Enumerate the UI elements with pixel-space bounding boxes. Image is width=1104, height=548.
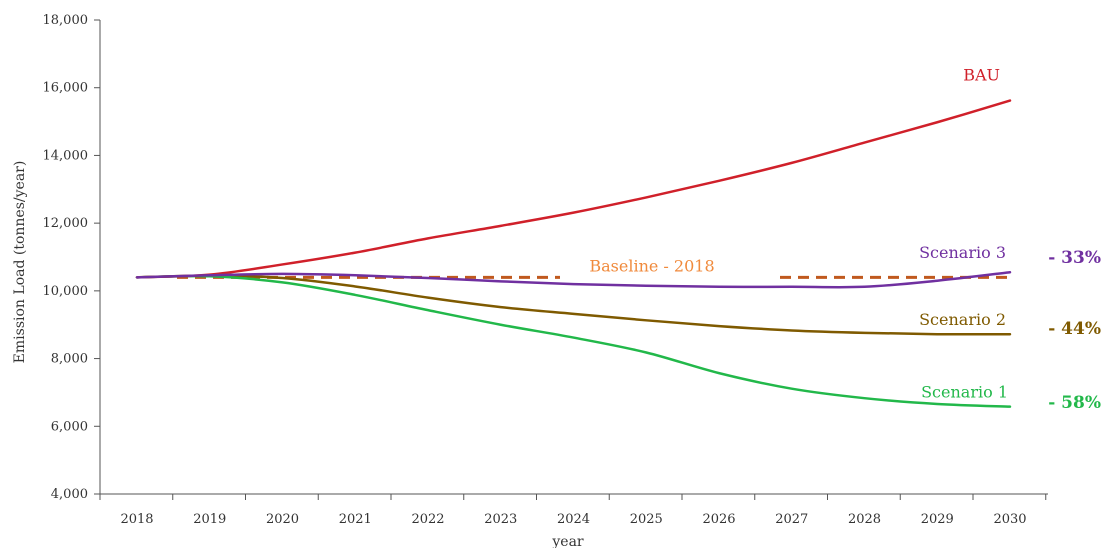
percent-label-s2: - 44% bbox=[1048, 319, 1101, 339]
x-tick-label: 2021 bbox=[339, 512, 372, 527]
series-label-s2: Scenario 2 bbox=[919, 310, 1006, 329]
y-tick-label: 10,000 bbox=[43, 284, 89, 299]
y-tick-label: 8,000 bbox=[51, 352, 88, 367]
x-tick-label: 2030 bbox=[993, 512, 1026, 527]
x-tick-label: 2029 bbox=[921, 512, 954, 527]
series-label-bau: BAU bbox=[963, 66, 1000, 85]
axes bbox=[99, 20, 1048, 495]
x-tick-label: 2023 bbox=[484, 512, 517, 527]
series-lines bbox=[135, 99, 1012, 408]
y-ticks: 4,000 6,000 8,000 10,000 12,000 14,000 16,000 1… bbox=[43, 13, 100, 502]
x-tick-label: 2022 bbox=[411, 512, 444, 527]
baseline-label: Baseline - 2018 bbox=[589, 256, 714, 275]
percent-label-s3: - 33% bbox=[1048, 248, 1101, 268]
x-axis-title: year bbox=[551, 534, 584, 548]
x-tick-label: 2028 bbox=[848, 512, 881, 527]
percent-label-s1: - 58% bbox=[1048, 393, 1101, 413]
y-tick-label: 16,000 bbox=[43, 81, 89, 96]
y-tick-label: 14,000 bbox=[43, 148, 89, 163]
x-tick-label: 2027 bbox=[775, 512, 808, 527]
series-label-s1: Scenario 1 bbox=[921, 383, 1008, 402]
x-tick-label: 2025 bbox=[630, 512, 663, 527]
y-axis-title: Emission Load (tonnes/year) bbox=[12, 161, 28, 364]
x-tick-label: 2018 bbox=[120, 512, 153, 527]
series-labels: Baseline - 2018 BAU Scenario 3 - 33% Scenari… bbox=[589, 66, 1101, 413]
series-line-bau bbox=[135, 99, 1012, 279]
x-tick-label: 2024 bbox=[557, 512, 590, 527]
x-ticks: 2018 2019 2020 2021 2022 2023 2024 2025 2026 2027… bbox=[99, 494, 1047, 527]
series-line-s1 bbox=[135, 274, 1012, 408]
x-tick-label: 2019 bbox=[193, 512, 226, 527]
y-tick-label: 6,000 bbox=[51, 419, 88, 434]
y-tick-label: 4,000 bbox=[51, 487, 88, 502]
series-line-s3 bbox=[135, 270, 1012, 289]
series-line-s2 bbox=[135, 274, 1012, 336]
series-label-s3: Scenario 3 bbox=[919, 243, 1006, 262]
y-tick-label: 18,000 bbox=[43, 13, 89, 28]
x-tick-label: 2020 bbox=[266, 512, 299, 527]
x-tick-label: 2026 bbox=[702, 512, 735, 527]
y-tick-label: 12,000 bbox=[43, 216, 89, 231]
